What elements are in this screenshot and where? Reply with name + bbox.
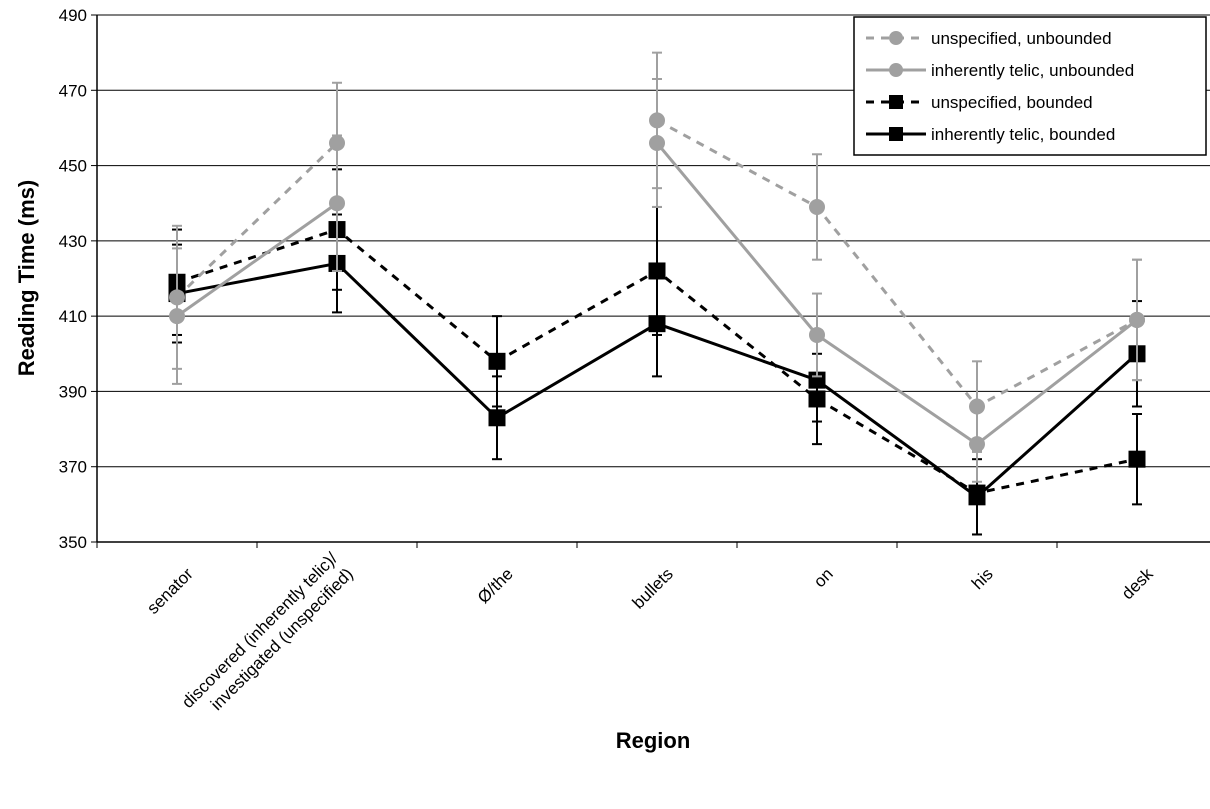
- x-tick-label-line: investigated (unspecified): [207, 564, 357, 714]
- data-point: [488, 409, 506, 427]
- legend-label: inherently telic, unbounded: [931, 61, 1134, 80]
- y-tick-label: 450: [59, 157, 87, 176]
- axes: [91, 14, 1210, 548]
- y-tick-label: 370: [59, 458, 87, 477]
- data-point: [488, 352, 506, 370]
- data-point: [968, 484, 986, 502]
- legend-label: unspecified, unbounded: [931, 29, 1112, 48]
- legend: unspecified, unbounded inherently telic, …: [853, 16, 1207, 156]
- y-tick-label: 410: [59, 307, 87, 326]
- data-point: [648, 262, 666, 280]
- legend-swatch-marker: [889, 63, 903, 77]
- y-tick-label: 490: [59, 6, 87, 25]
- data-point: [1128, 450, 1146, 468]
- x-tick-label-line: his: [968, 564, 997, 593]
- y-axis-title: Reading Time (ms): [14, 180, 39, 376]
- x-tick-label: on: [810, 564, 837, 591]
- legend-label: unspecified, bounded: [931, 93, 1093, 112]
- data-point: [969, 398, 985, 415]
- legend-swatch-marker: [889, 95, 903, 109]
- legend-swatch-marker: [889, 127, 903, 141]
- series-line: [656, 119, 1138, 409]
- x-tick-label: Ø/the: [474, 564, 517, 607]
- data-point: [329, 134, 345, 151]
- y-tick-label: 430: [59, 232, 87, 251]
- x-tick-label: desk: [1118, 564, 1157, 603]
- x-tick-label-line: discovered (inherently telic)/: [178, 549, 341, 712]
- data-point: [809, 198, 825, 215]
- legend-box: [853, 16, 1207, 156]
- x-tick-label: senator: [143, 564, 197, 618]
- series-line: [175, 141, 339, 299]
- x-tick-label-line: Ø/the: [474, 564, 517, 607]
- data-point: [169, 289, 185, 306]
- data-point: [808, 390, 826, 408]
- y-tick-label: 350: [59, 533, 87, 552]
- x-tick-label-line: desk: [1118, 564, 1157, 603]
- x-tick-label-line: senator: [143, 564, 197, 618]
- data-point: [649, 112, 665, 129]
- data-point: [809, 326, 825, 343]
- legend-swatch-marker: [889, 31, 903, 45]
- y-tick-label: 470: [59, 81, 87, 100]
- legend-label: inherently telic, bounded: [931, 125, 1115, 144]
- data-point: [1129, 311, 1145, 328]
- x-tick-label: his: [968, 564, 997, 593]
- x-tick-label: bullets: [629, 564, 677, 612]
- series-line: [655, 142, 1138, 446]
- y-tick-label: 390: [59, 382, 87, 401]
- x-tick-label: discovered (inherently telic)/investigat…: [178, 549, 357, 728]
- x-tick-label-line: bullets: [629, 564, 677, 612]
- series: [168, 51, 1146, 536]
- x-tick-label-line: on: [810, 564, 837, 591]
- series-line: [176, 201, 338, 318]
- x-axis-title: Region: [616, 728, 691, 753]
- series-0: [169, 51, 1145, 453]
